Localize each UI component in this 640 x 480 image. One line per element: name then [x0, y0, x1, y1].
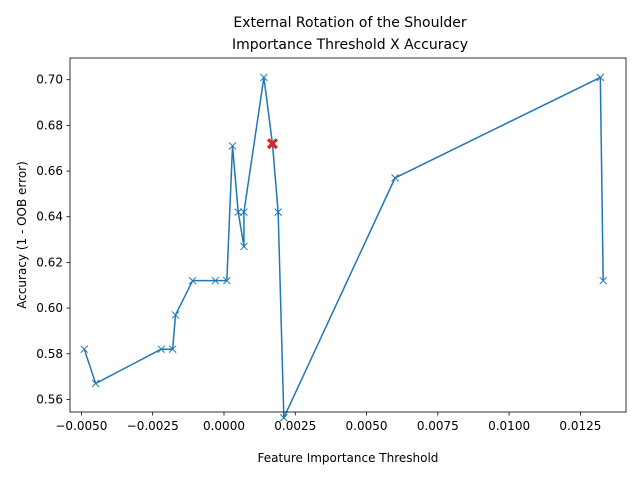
x-tick-label: 0.0050 — [346, 419, 388, 433]
data-point-marker — [211, 276, 220, 285]
x-tick-label: 0.0000 — [203, 419, 245, 433]
data-point-marker — [168, 345, 177, 354]
data-point-marker — [596, 73, 605, 82]
chart-title-line-1: External Rotation of the Shoulder — [233, 15, 466, 31]
y-axis-label: Accuracy (1 - OOB error) — [15, 161, 29, 309]
data-point-marker — [260, 73, 268, 82]
data-point-marker — [80, 345, 89, 354]
y-tick-label: 0.56 — [36, 392, 63, 406]
data-point-marker — [240, 208, 248, 217]
data-point-marker — [171, 311, 180, 319]
plot-area — [80, 73, 608, 422]
series-line — [83, 76, 604, 419]
axes-frame — [69, 57, 627, 413]
y-tick-label: 0.58 — [36, 347, 63, 361]
data-point-marker — [222, 276, 231, 285]
x-tick-label: −0.0025 — [127, 419, 179, 433]
x-tick-label: −0.0050 — [55, 419, 107, 433]
x-tick-label: 0.0100 — [488, 419, 530, 433]
x-tick-label: 0.0075 — [417, 419, 459, 433]
y-tick-label: 0.62 — [36, 255, 63, 269]
y-tick-label: 0.60 — [36, 301, 63, 315]
data-point-marker — [91, 379, 100, 388]
data-point-marker — [274, 208, 282, 217]
data-point-marker — [228, 142, 237, 150]
x-tick-label: 0.0025 — [274, 419, 316, 433]
data-point-marker — [240, 242, 248, 251]
y-tick-label: 0.70 — [36, 73, 63, 87]
data-point-marker — [599, 276, 608, 285]
highlight-marker — [266, 138, 279, 150]
y-tick-label: 0.66 — [36, 164, 63, 178]
x-tick-label: 0.0125 — [559, 419, 601, 433]
y-tick-label: 0.64 — [36, 210, 63, 224]
data-point-marker — [188, 276, 197, 285]
data-point-marker — [391, 174, 399, 182]
data-point-marker — [157, 345, 166, 354]
chart-title-line-2: Importance Threshold X Accuracy — [232, 37, 468, 53]
y-tick-label: 0.68 — [36, 118, 63, 132]
x-axis-label: Feature Importance Threshold — [258, 451, 439, 465]
data-point-marker — [279, 413, 288, 422]
data-point-marker — [234, 208, 243, 217]
